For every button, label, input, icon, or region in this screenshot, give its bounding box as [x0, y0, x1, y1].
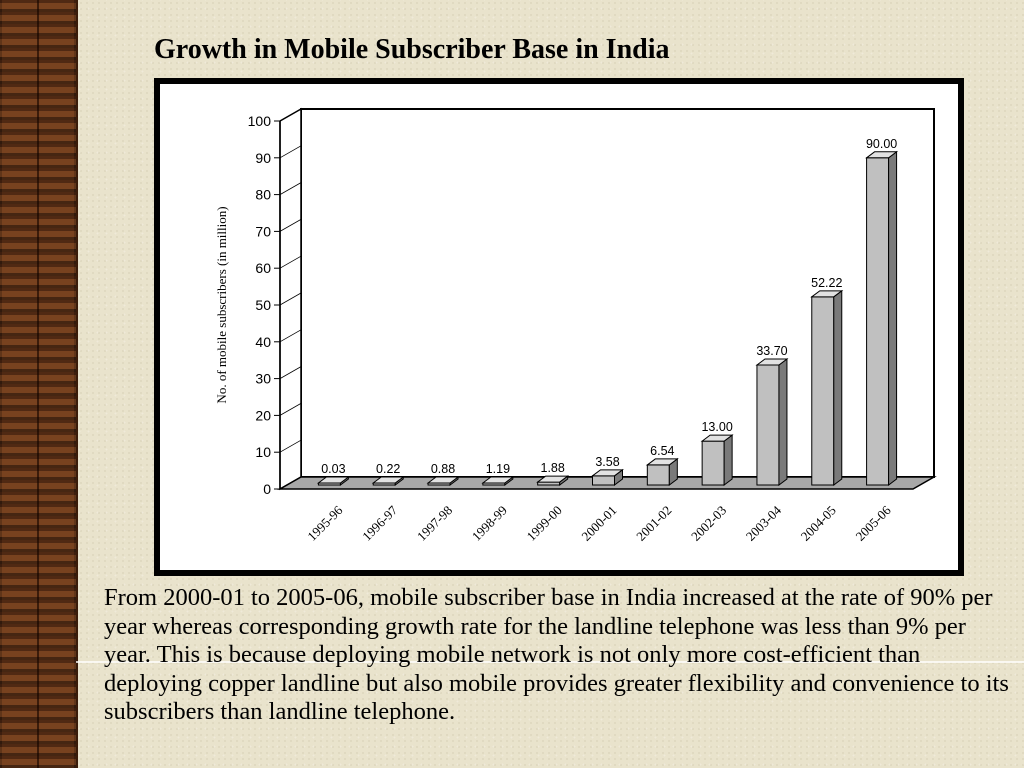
decorative-border: [0, 0, 78, 768]
y-tick-depth: [279, 108, 302, 122]
bar-top: [755, 358, 789, 366]
y-tick-depth: [279, 403, 302, 416]
bar-side: [723, 434, 733, 486]
bar: [592, 475, 615, 486]
bar-top: [645, 458, 679, 466]
x-tick-label: 2000-01: [578, 503, 619, 544]
bar-top: [371, 476, 405, 484]
bar: [756, 364, 780, 486]
data-label: 0.03: [321, 462, 345, 476]
y-tick-label: 70: [255, 223, 271, 239]
y-tick-depth: [279, 219, 302, 232]
data-label: 52.22: [811, 276, 842, 290]
x-tick-label: 2004-05: [798, 503, 839, 544]
y-tick-depth: [279, 145, 302, 159]
y-tick-label: 0: [263, 481, 271, 497]
y-tick-label: 30: [255, 371, 271, 387]
data-label: 1.88: [541, 461, 565, 475]
y-tick-label: 80: [255, 187, 271, 203]
y-tick-depth: [279, 329, 302, 343]
slide-caption: From 2000-01 to 2005-06, mobile subscrib…: [104, 584, 1009, 725]
bar-top: [810, 290, 844, 298]
bar-side: [888, 150, 898, 486]
data-label: 13.00: [701, 420, 732, 434]
bar: [646, 464, 670, 486]
bar-top: [316, 476, 350, 484]
data-label: 0.88: [431, 462, 455, 476]
x-tick-label: 2001-02: [633, 503, 674, 544]
y-tick-label: 60: [255, 260, 271, 276]
bar: [701, 440, 725, 486]
data-label: 0.22: [376, 462, 400, 476]
x-tick-label: 1999-00: [524, 503, 565, 544]
y-tick-label: 20: [255, 407, 271, 423]
x-tick-label: 1997-98: [414, 503, 455, 544]
x-tick-label: 2002-03: [688, 503, 729, 544]
x-tick-label: 1996-97: [359, 502, 401, 544]
y-tick-depth: [279, 182, 302, 195]
bar-top: [536, 475, 570, 483]
y-tick-depth: [279, 366, 302, 379]
y-axis-label: No. of mobile subscribers (in million): [214, 206, 229, 403]
chart-area: 0 10 20 30 40 50 60 70 80 90 100 No. of mobile subs…: [160, 84, 958, 570]
data-label: 6.54: [650, 444, 674, 458]
y-tick-label: 40: [255, 334, 271, 350]
data-label: 1.19: [486, 462, 510, 476]
x-tick-label: 2003-04: [743, 502, 785, 544]
bar-top: [426, 476, 460, 484]
bar: [811, 296, 835, 486]
slide-title: Growth in Mobile Subscriber Base in Indi…: [154, 34, 670, 65]
bar-top: [865, 151, 899, 159]
y-tick-label: 10: [255, 444, 271, 460]
y-tick-depth: [279, 476, 302, 490]
x-tick-label: 1995-96: [304, 502, 346, 544]
y-tick-label: 100: [248, 113, 272, 129]
bar: [866, 157, 890, 486]
y-tick-depth: [279, 292, 302, 306]
bar-chart: 0 10 20 30 40 50 60 70 80 90 100 No. of mobile subs…: [214, 107, 937, 544]
data-label: 90.00: [866, 137, 897, 151]
y-tick-label: 90: [255, 150, 271, 166]
data-label: 3.58: [595, 455, 619, 469]
data-label: 33.70: [756, 344, 787, 358]
bar-top: [481, 476, 515, 484]
bar-side: [778, 357, 788, 486]
x-tick-label: 1998-99: [469, 503, 510, 544]
chart-frame: 0 10 20 30 40 50 60 70 80 90 100 No. of mobile subs…: [154, 78, 964, 576]
bar-side: [833, 289, 843, 486]
slide-rule: [76, 661, 1024, 663]
bar-top: [591, 469, 624, 477]
y-tick-depth: [279, 439, 302, 453]
y-tick-depth: [279, 255, 302, 269]
y-tick-label: 50: [255, 297, 271, 313]
x-tick-label: 2005-06: [852, 502, 894, 544]
bar-top: [700, 434, 734, 442]
